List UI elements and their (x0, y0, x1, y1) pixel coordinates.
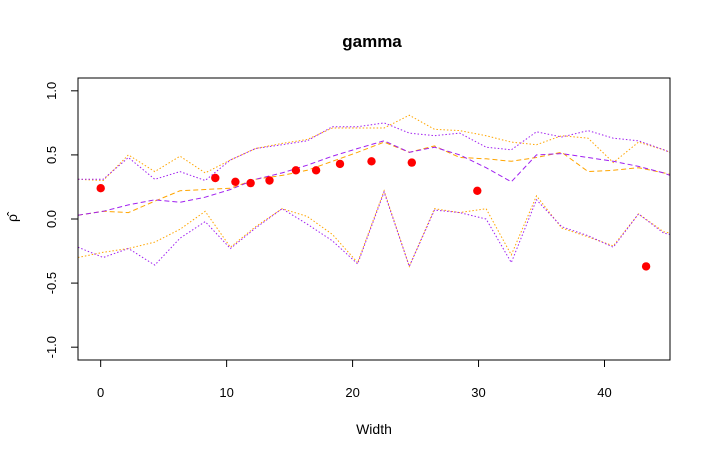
data-point-6 (291, 166, 301, 175)
series-line-5 (78, 122, 670, 182)
x-tick-label-20: 20 (345, 385, 359, 400)
y-axis-label: ρ̂ (4, 211, 20, 222)
series-line-3 (78, 189, 670, 268)
y-tick-label-2: 0.0 (44, 210, 59, 228)
data-point-2 (211, 173, 220, 183)
data-point-1 (96, 184, 105, 193)
data-point-11 (473, 186, 482, 195)
data-point-4 (246, 178, 255, 188)
series-line-6 (78, 190, 670, 268)
y-tick-label-1: -0.5 (44, 272, 59, 294)
data-point-3 (231, 177, 240, 186)
series-line-4 (78, 140, 670, 216)
data-point-10 (407, 158, 416, 167)
data-point-12 (641, 262, 651, 271)
x-axis-label: Width (356, 421, 392, 437)
series-line-1 (78, 141, 670, 216)
x-tick-label-30: 30 (471, 385, 485, 400)
y-tick-label-3: 0.5 (44, 146, 59, 164)
x-tick-label-40: 40 (597, 385, 611, 400)
data-point-8 (335, 159, 345, 169)
y-tick-label-0: -1.0 (44, 336, 59, 358)
y-tick-label-4: 1.0 (44, 82, 59, 100)
data-point-7 (311, 166, 321, 175)
series-line-2 (78, 114, 670, 182)
chart-title: gamma (342, 32, 402, 51)
x-tick-label-0: 0 (97, 385, 104, 400)
data-point-9 (367, 157, 376, 166)
x-tick-label-10: 10 (219, 385, 233, 400)
data-point-5 (265, 176, 274, 185)
